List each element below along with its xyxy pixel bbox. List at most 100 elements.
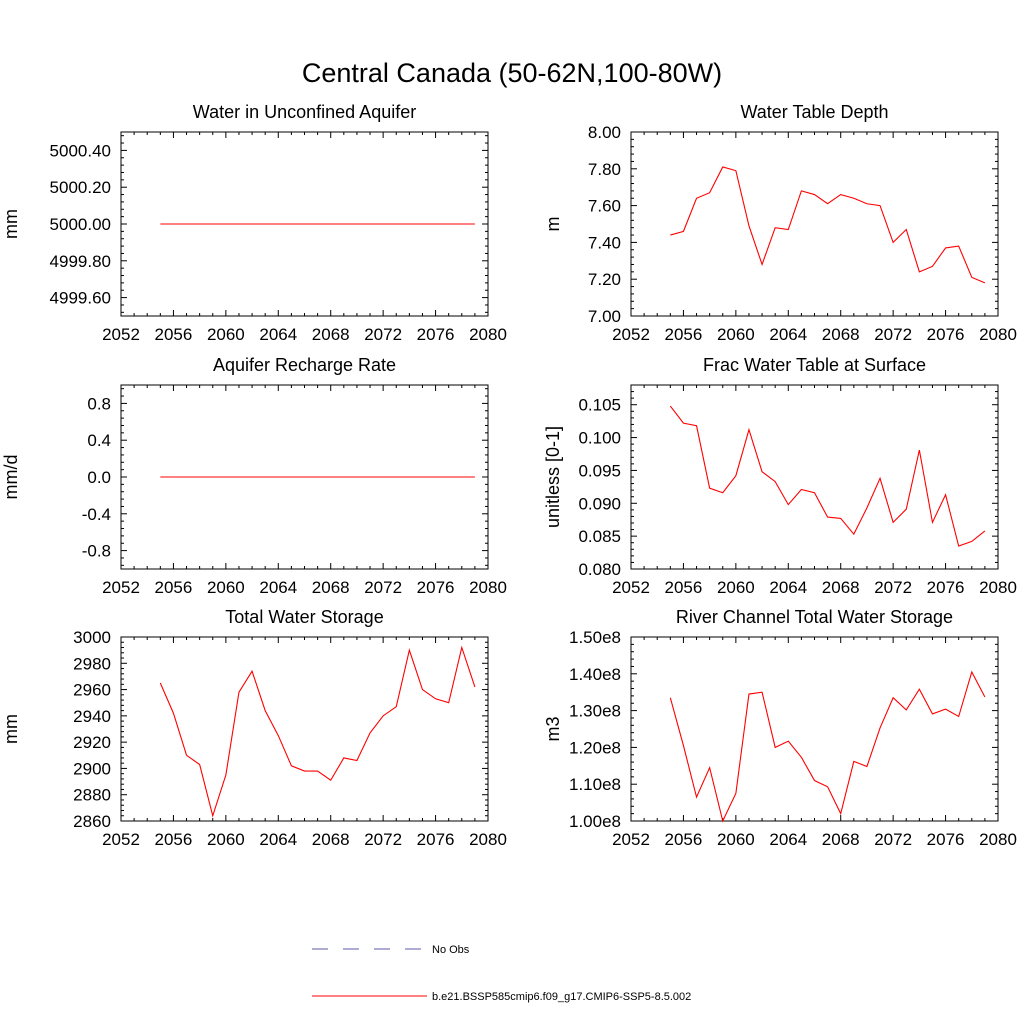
x-tick-label: 2080 — [979, 325, 1017, 344]
x-tick-label: 2076 — [927, 830, 965, 849]
y-tick-label: -0.8 — [82, 542, 111, 561]
y-tick-label: 2960 — [73, 681, 111, 700]
y-tick-label: 5000.20 — [50, 178, 111, 197]
x-tick-label: 2056 — [155, 578, 193, 597]
x-tick-label: 2068 — [312, 830, 350, 849]
x-tick-label: 2076 — [417, 578, 455, 597]
x-tick-label: 2064 — [259, 578, 297, 597]
x-tick-label: 2064 — [259, 830, 297, 849]
y-tick-label: 2940 — [73, 707, 111, 726]
x-tick-label: 2064 — [769, 830, 807, 849]
panel-title: Water in Unconfined Aquifer — [193, 102, 416, 122]
x-tick-label: 2060 — [717, 578, 755, 597]
x-tick-label: 2076 — [927, 578, 965, 597]
x-tick-label: 2076 — [927, 325, 965, 344]
y-tick-label: 0.080 — [578, 560, 621, 579]
panel-title: Total Water Storage — [225, 607, 383, 627]
chart-panel-1: Water in Unconfined Aquifer 2052 2056 2060 2… — [1, 102, 507, 344]
y-tick-label: 1.20e8 — [569, 738, 621, 757]
x-tick-label: 2072 — [874, 578, 912, 597]
y-tick-label: 1.10e8 — [569, 775, 621, 794]
chart-panel-3: Aquifer Recharge Rate 2052 2056 2060 2064 206… — [1, 355, 507, 597]
y-axis-label: mm/d — [1, 455, 21, 500]
y-tick-label: 0.105 — [578, 396, 621, 415]
x-tick-label: 2080 — [979, 578, 1017, 597]
y-tick-label: 4999.60 — [50, 289, 111, 308]
x-tick-label: 2060 — [207, 325, 245, 344]
x-tick-label: 2072 — [364, 325, 402, 344]
y-tick-label: 7.20 — [588, 270, 621, 289]
x-tick-label: 2056 — [665, 830, 703, 849]
x-tick-label: 2056 — [155, 830, 193, 849]
y-tick-label: 1.40e8 — [569, 665, 621, 684]
x-tick-label: 2072 — [364, 578, 402, 597]
x-tick-label: 2064 — [769, 325, 807, 344]
x-tick-label: 2052 — [102, 830, 140, 849]
x-tick-label: 2080 — [469, 830, 507, 849]
x-tick-label: 2060 — [717, 830, 755, 849]
y-tick-label: 1.00e8 — [569, 812, 621, 831]
y-tick-label: 7.60 — [588, 197, 621, 216]
x-tick-label: 2064 — [259, 325, 297, 344]
panel-title: Water Table Depth — [740, 102, 888, 122]
x-tick-label: 2072 — [874, 830, 912, 849]
x-tick-label: 2068 — [822, 830, 860, 849]
y-tick-label: 0.8 — [87, 394, 111, 413]
y-tick-label: 7.40 — [588, 233, 621, 252]
x-tick-label: 2080 — [469, 325, 507, 344]
y-tick-label: 0.0 — [87, 468, 111, 487]
figure-title: Central Canada (50-62N,100-80W) — [302, 58, 722, 88]
y-tick-label: 5000.00 — [50, 215, 111, 234]
panel-title: Frac Water Table at Surface — [703, 355, 926, 375]
y-tick-label: 7.00 — [588, 307, 621, 326]
panel-title: Aquifer Recharge Rate — [213, 355, 396, 375]
y-tick-label: 3000 — [73, 628, 111, 647]
x-tick-label: 2068 — [822, 578, 860, 597]
panels: Water in Unconfined Aquifer 2052 2056 2060 2… — [1, 102, 1017, 849]
x-tick-label: 2052 — [612, 830, 650, 849]
x-tick-label: 2052 — [102, 578, 140, 597]
series-line-1 — [159, 645, 476, 818]
x-tick-label: 2064 — [769, 578, 807, 597]
x-tick-label: 2052 — [102, 325, 140, 344]
x-tick-label: 2080 — [979, 830, 1017, 849]
series-line-1 — [670, 166, 986, 284]
x-tick-label: 2076 — [417, 830, 455, 849]
x-tick-label: 2068 — [822, 325, 860, 344]
y-axis-label: m3 — [543, 716, 563, 741]
y-axis-label: mm — [1, 209, 21, 239]
legend: No Obs b.e21.BSSP585cmip6.f09_g17.CMIP6-… — [312, 944, 691, 1003]
x-tick-label: 2060 — [207, 830, 245, 849]
x-tick-label: 2052 — [612, 578, 650, 597]
series-line-1 — [669, 405, 986, 547]
series-line-1 — [669, 670, 986, 823]
chart-panel-2: Water Table Depth 2052 2056 2060 2064 2068 207… — [543, 102, 1017, 344]
chart-panel-6: River Channel Total Water Storage 2052 205… — [543, 607, 1017, 849]
y-tick-label: 0.085 — [578, 527, 621, 546]
y-tick-label: 2920 — [73, 733, 111, 752]
x-tick-label: 2072 — [364, 830, 402, 849]
y-tick-label: 1.50e8 — [569, 628, 621, 647]
legend-obs-label: No Obs — [432, 944, 470, 956]
y-tick-label: 0.090 — [578, 494, 621, 513]
y-tick-label: 0.100 — [578, 429, 621, 448]
y-tick-label: -0.4 — [82, 505, 111, 524]
y-axis-label: mm — [1, 714, 21, 744]
y-tick-label: 2880 — [73, 786, 111, 805]
y-tick-label: 2980 — [73, 654, 111, 673]
x-tick-label: 2080 — [469, 578, 507, 597]
x-tick-label: 2068 — [312, 325, 350, 344]
x-tick-label: 2060 — [717, 325, 755, 344]
y-axis-label: unitless [0-1] — [543, 426, 563, 528]
x-tick-label: 2056 — [665, 578, 703, 597]
y-tick-label: 0.4 — [87, 431, 111, 450]
y-tick-label: 8.00 — [588, 123, 621, 142]
y-tick-label: 7.80 — [588, 160, 621, 179]
x-tick-label: 2072 — [874, 325, 912, 344]
x-tick-label: 2056 — [155, 325, 193, 344]
y-tick-label: 4999.80 — [50, 252, 111, 271]
y-tick-label: 2900 — [73, 759, 111, 778]
panel-title: River Channel Total Water Storage — [676, 607, 953, 627]
